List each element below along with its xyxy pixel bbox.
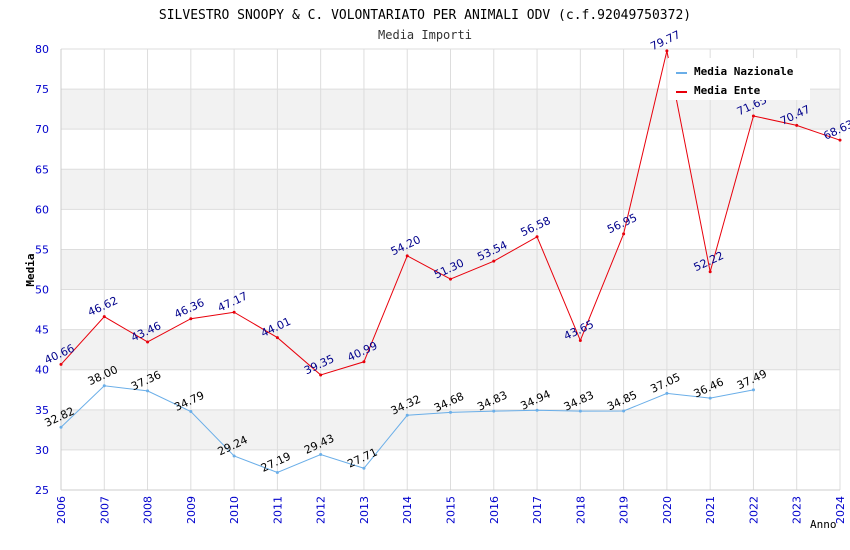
x-tick-label: 2015 [445, 496, 458, 524]
data-point-media-nazionale [708, 396, 712, 400]
data-point-media-nazionale [665, 391, 669, 395]
data-point-media-ente [751, 114, 755, 118]
data-point-media-nazionale [578, 409, 582, 413]
y-tick-label: 25 [35, 484, 49, 497]
data-point-media-nazionale [535, 408, 539, 412]
data-point-media-ente [535, 235, 539, 239]
series-lines [59, 49, 842, 474]
x-tick-label: 2021 [704, 496, 717, 524]
data-point-media-ente [319, 373, 323, 377]
chart-subtitle: Media Importi [378, 28, 472, 42]
x-tick-label: 2018 [574, 496, 587, 524]
y-tick-label: 65 [35, 163, 49, 176]
data-point-media-nazionale [319, 452, 323, 456]
x-tick-labels: 2006 2007 2008 2009 2010 2011 2012 2013 2014 2015… [55, 496, 847, 524]
data-point-media-ente [59, 362, 63, 366]
x-tick-label: 2006 [55, 496, 68, 524]
y-tick-label: 35 [35, 404, 49, 417]
y-tick-labels: 25 30 35 40 45 50 55 60 65 70 75 80 [35, 43, 49, 497]
data-point-media-ente [795, 123, 799, 127]
data-point-media-nazionale [449, 410, 452, 414]
y-tick-label: 55 [35, 243, 49, 256]
x-tick-label: 2009 [185, 496, 198, 524]
data-point-media-nazionale [751, 388, 755, 392]
data-point-media-ente [838, 138, 842, 142]
x-tick-label: 2024 [834, 496, 847, 524]
data-point-media-nazionale [59, 425, 63, 429]
x-tick-label: 2007 [98, 496, 111, 524]
data-point-media-nazionale [102, 384, 106, 388]
x-tick-label: 2008 [142, 496, 155, 524]
legend-label-media-nazionale: Media Nazionale [694, 65, 794, 78]
x-tick-label: 2014 [401, 496, 414, 524]
y-tick-label: 75 [35, 83, 49, 96]
data-point-media-ente [665, 49, 669, 53]
y-tick-label: 70 [35, 123, 49, 136]
data-point-media-ente [275, 336, 279, 340]
data-point-media-ente [405, 254, 409, 258]
data-point-media-ente [622, 232, 626, 236]
data-point-media-ente [578, 338, 582, 342]
data-point-media-nazionale [146, 389, 150, 393]
data-point-media-ente [362, 360, 366, 364]
data-point-media-ente [189, 317, 193, 321]
data-point-media-nazionale [275, 470, 279, 474]
data-point-media-nazionale [189, 410, 193, 414]
data-point-media-nazionale [492, 409, 496, 413]
data-point-media-nazionale [622, 409, 626, 413]
data-point-media-ente [102, 315, 106, 319]
y-tick-label: 50 [35, 284, 49, 297]
y-axis-label: Media [24, 253, 37, 286]
y-tick-label: 60 [35, 203, 49, 216]
data-point-media-ente [449, 277, 452, 281]
data-point-media-ente [232, 310, 236, 314]
legend-label-media-ente: Media Ente [694, 84, 761, 97]
data-point-media-nazionale [232, 454, 236, 458]
x-tick-label: 2017 [531, 496, 544, 524]
x-tick-label: 2020 [661, 496, 674, 524]
data-point-media-ente [492, 259, 496, 263]
legend: Media Nazionale Media Ente [668, 58, 810, 100]
data-point-media-nazionale [405, 413, 409, 417]
chart-title: SILVESTRO SNOOPY & C. VOLONTARIATO PER A… [159, 8, 691, 23]
x-tick-label: 2023 [791, 496, 804, 524]
x-tick-label: 2010 [228, 496, 241, 524]
y-tick-label: 30 [35, 444, 49, 457]
data-point-media-ente [708, 270, 712, 274]
x-tick-label: 2012 [315, 496, 328, 524]
y-tick-label: 40 [35, 364, 49, 377]
data-point-media-ente [146, 340, 150, 344]
x-tick-label: 2022 [747, 496, 760, 524]
data-point-media-nazionale [362, 466, 366, 470]
x-axis-label: Anno [810, 518, 837, 531]
x-tick-label: 2016 [488, 496, 501, 524]
y-tick-label: 80 [35, 43, 49, 56]
y-tick-label: 45 [35, 324, 49, 337]
x-tick-label: 2013 [358, 496, 371, 524]
x-tick-label: 2019 [618, 496, 631, 524]
x-tick-label: 2011 [271, 496, 284, 524]
